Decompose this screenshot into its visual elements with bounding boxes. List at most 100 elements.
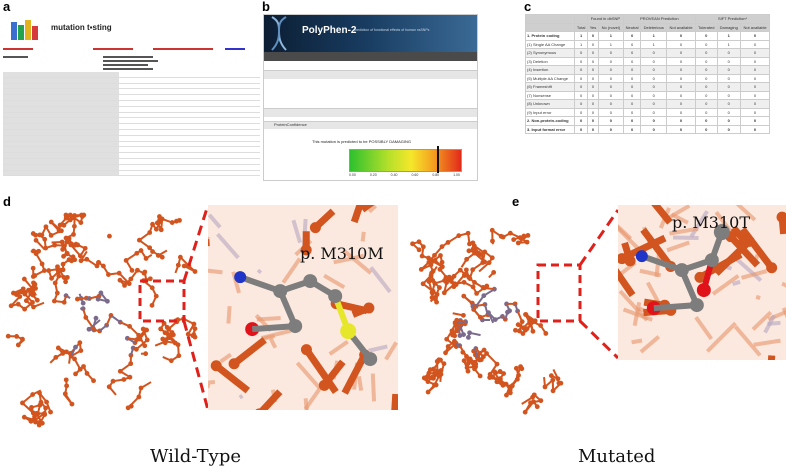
carbon-atom (674, 263, 689, 278)
background-bond (689, 210, 709, 238)
foreground-atom (763, 394, 774, 405)
atom (419, 253, 425, 259)
foreground-bond (739, 227, 775, 270)
polyphen-scale-ticks: 0.00 0.20 0.40 0.60 0.80 1.00 (349, 173, 460, 177)
foreground-atom (776, 211, 786, 223)
foreground-atom (395, 176, 406, 187)
background-bond (268, 337, 278, 349)
carbon-atom (704, 253, 719, 268)
atom (490, 238, 495, 244)
mutation-taster-row (3, 124, 260, 130)
foreground-atom (766, 262, 778, 274)
foreground-atom (300, 344, 312, 356)
mutation-taster-row (3, 158, 260, 165)
zoom-connector-line (182, 204, 210, 282)
foreground-atom (603, 256, 614, 267)
polyphen-subtitle: prediction of functional effects of huma… (354, 28, 430, 32)
background-bond (231, 271, 241, 294)
mutation-taster-row (3, 106, 260, 113)
polyphen-nav-bar[interactable] (264, 52, 477, 61)
atom (534, 404, 540, 410)
provean-table-row: (7) Nonsense 0 0 0 0 0 0 0 0 0 (525, 90, 770, 100)
atom (442, 278, 447, 283)
background-bond (238, 394, 244, 400)
provean-table-row: (6) Frameshift 0 0 0 0 0 0 0 0 0 (525, 82, 770, 92)
foreground-bond (258, 389, 283, 410)
background-bond (281, 257, 302, 284)
atom (33, 237, 39, 243)
panel-letter-e: e (512, 194, 520, 209)
mutation-taster-row (3, 77, 260, 84)
background-bond (256, 316, 281, 322)
background-bond (751, 310, 773, 331)
background-bond (370, 373, 377, 402)
foreground-atom (694, 271, 706, 283)
atom (416, 247, 422, 253)
nitrogen-atom (234, 271, 247, 284)
foreground-bond (350, 205, 364, 224)
carbon-atom (328, 289, 343, 304)
atom (519, 366, 525, 372)
mutation-taster-row (3, 72, 260, 78)
polyphen-panel: PolyPhen-2 prediction of functional effe… (263, 14, 478, 181)
atom (465, 334, 471, 340)
polyphen-title: PolyPhen-2 (302, 25, 357, 36)
provean-cell: 0 (586, 124, 599, 134)
background-bond (740, 269, 768, 280)
background-bond (341, 248, 373, 275)
polyphen-tick-label: 0.60 (411, 173, 419, 177)
background-bond (367, 205, 377, 214)
background-bond (208, 380, 216, 385)
background-bond (208, 236, 210, 242)
foreground-atom (360, 205, 363, 206)
mutation-taster-row (3, 153, 260, 159)
background-bond (384, 341, 398, 361)
mutation-taster-header: mutation t▪sting (3, 14, 260, 50)
caption-mutated: Mutated (578, 446, 656, 467)
foreground-bond (651, 205, 673, 225)
dna-helix-icon (271, 16, 287, 51)
atom (33, 419, 38, 425)
background-bond (333, 253, 365, 265)
atom (93, 315, 99, 321)
background-bond (291, 219, 303, 244)
atom (149, 302, 155, 308)
panel-letter-d: d (3, 194, 11, 209)
atom (61, 222, 67, 228)
provean-cell: 0 (597, 124, 624, 134)
atom (72, 223, 77, 229)
zoom-connector-line (578, 209, 620, 266)
mutation-taster-row (3, 129, 260, 136)
polyphen-banner: PolyPhen-2 prediction of functional effe… (264, 15, 477, 52)
background-bond (303, 398, 309, 410)
mutation-taster-title: mutation t▪sting (51, 23, 112, 32)
background-bond (360, 231, 366, 242)
mutation-taster-row (3, 118, 260, 125)
background-bond (639, 268, 662, 278)
panel-letter-c: c (524, 0, 532, 14)
background-bond (705, 321, 737, 353)
atom (59, 239, 65, 245)
zoom-selection-box (138, 279, 186, 323)
foreground-atom (300, 244, 312, 256)
atom (73, 344, 78, 350)
atom (511, 237, 517, 243)
bond (21, 402, 34, 414)
mutation-taster-row (3, 95, 260, 101)
atom (556, 380, 562, 386)
carbon-atom (713, 224, 730, 241)
atom (174, 218, 179, 224)
atom (21, 276, 27, 282)
background-bond (622, 307, 653, 322)
polyphen-confidence-tab[interactable]: ProteinConfidence (264, 121, 477, 129)
atom (497, 369, 503, 374)
nitrogen-atom (635, 250, 648, 263)
background-bond (260, 328, 292, 341)
background-bond (669, 226, 699, 236)
atom (513, 365, 519, 371)
atom (181, 263, 187, 269)
background-bond (631, 338, 643, 345)
polyphen-query-section (264, 70, 477, 79)
background-bond (755, 295, 761, 300)
foreground-atom (255, 408, 264, 410)
